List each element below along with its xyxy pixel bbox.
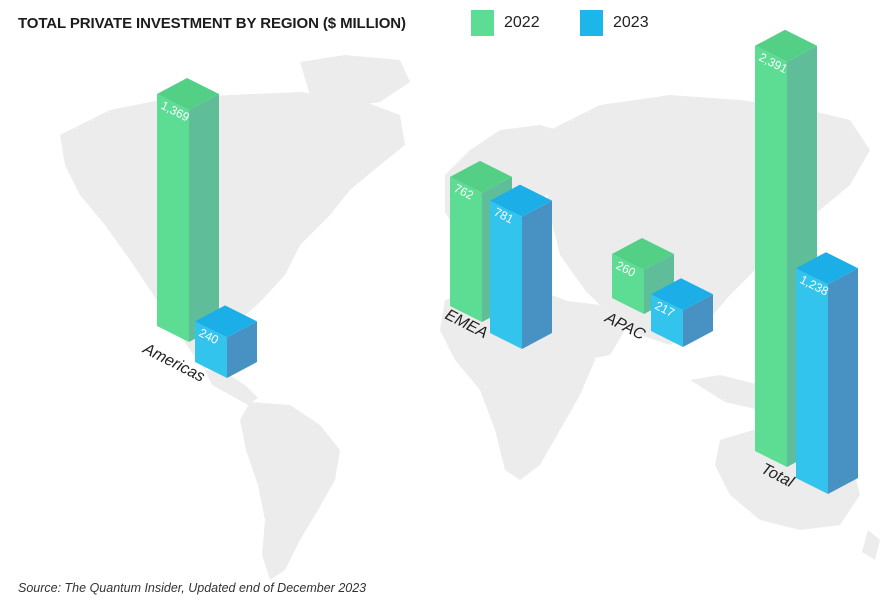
chart-title: TOTAL PRIVATE INVESTMENT BY REGION ($ MI…: [18, 15, 406, 32]
bar-top-face: [157, 78, 219, 110]
bar-total-2023: [796, 252, 858, 494]
bar-front-face: [755, 45, 787, 468]
bar-top-face: [755, 29, 817, 62]
bar-front-face: [796, 268, 828, 494]
bar-emea-2023: [490, 184, 552, 349]
bar-side-face: [227, 321, 257, 378]
bar-top-face: [612, 237, 674, 270]
bar-americas-2022: [157, 78, 219, 342]
legend-item-2022: 2022: [471, 10, 540, 36]
bar-top-face: [796, 252, 858, 285]
bar-total-2022: [755, 29, 817, 468]
bar-front-face: [157, 94, 189, 342]
legend-swatch-2022: [471, 10, 494, 36]
bar-side-face: [189, 94, 219, 342]
legend-label-2022: 2022: [504, 14, 540, 31]
bar-top-face: [651, 278, 713, 311]
bar-front-face: [490, 200, 522, 349]
legend-swatch-2023: [580, 10, 603, 36]
legend-label-2023: 2023: [613, 14, 649, 31]
legend-item-2023: 2023: [580, 10, 649, 36]
bar-top-face: [490, 184, 552, 217]
bar-top-face: [450, 160, 512, 193]
bar-apac-2023: [651, 278, 713, 347]
bar-side-face: [683, 294, 713, 347]
source-note: Source: The Quantum Insider, Updated end…: [18, 581, 367, 595]
bar-front-face: [612, 253, 644, 314]
bar-side-face: [828, 268, 858, 494]
bar-front-face: [651, 294, 683, 347]
bar-americas-2023: [195, 305, 257, 378]
bar-front-face: [450, 176, 482, 322]
bar-side-face: [522, 200, 552, 349]
bar-top-face: [195, 305, 257, 338]
bar-front-face: [195, 321, 227, 378]
